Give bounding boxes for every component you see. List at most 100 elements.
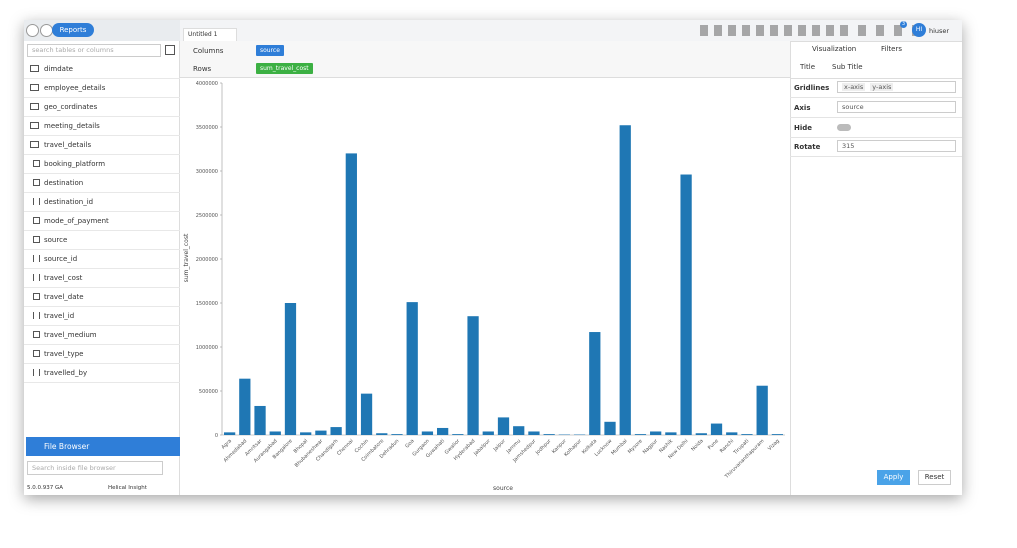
subtitle-tab[interactable]: Sub Title (832, 63, 863, 71)
chip[interactable]: x-axis (842, 83, 866, 91)
table-name: employee_details (44, 84, 106, 92)
chart: sum_travel_cost source 0 500000 1000000 150… (183, 81, 785, 492)
visualization-tab[interactable]: Visualization (812, 45, 857, 53)
x-tick-label: Goa (404, 438, 415, 449)
gridlines-select[interactable]: x-axis y-axis (837, 81, 956, 93)
x-tick-label: Nagpur (642, 438, 660, 456)
y-tick-label: 0 (215, 433, 218, 439)
avatar[interactable]: HI (912, 23, 926, 37)
column-name: travelled_by (44, 369, 88, 377)
x-tick-label: Jabalpur (472, 438, 492, 458)
column-row[interactable]: destination (24, 174, 180, 193)
bar (284, 303, 297, 435)
filters-tab[interactable]: Filters (881, 45, 902, 53)
file-search[interactable]: Search inside file browser (27, 461, 163, 475)
title-tab[interactable]: Title (800, 63, 816, 71)
report-tab[interactable]: Untitled 1 (183, 28, 237, 42)
column-row[interactable]: travel_type (24, 345, 180, 364)
divider (790, 78, 962, 79)
bar (710, 423, 723, 435)
y-tick-label: 500000 (199, 389, 218, 395)
column-icon (33, 217, 40, 224)
bar (376, 433, 388, 435)
user-name[interactable]: hiuser (929, 27, 950, 35)
table-name: dimdate (44, 65, 73, 73)
y-tick-label: 2000000 (196, 257, 218, 263)
grid-toggle[interactable] (165, 45, 175, 55)
bar (254, 405, 266, 435)
x-tick-label: Vizag (767, 438, 781, 452)
x-tick-label: Chennai (336, 438, 355, 457)
hide-label: Hide (794, 124, 813, 132)
bar (741, 434, 753, 435)
bar (452, 434, 464, 435)
table-search[interactable]: search tables or columns (27, 44, 161, 57)
column-row[interactable]: travelled_by (24, 364, 180, 383)
column-row[interactable]: booking_platform (24, 155, 180, 174)
table-row[interactable]: employee_details (24, 79, 180, 98)
axis-label: Axis (794, 104, 811, 112)
brand: Helical Insight (108, 485, 147, 491)
column-row[interactable]: destination_id (24, 193, 180, 212)
hide-toggle[interactable] (837, 124, 851, 131)
bar (467, 316, 479, 435)
table-name: travel_details (44, 141, 92, 149)
column-row[interactable]: mode_of_payment (24, 212, 180, 231)
table-row[interactable]: dimdate (24, 60, 180, 79)
column-row[interactable]: travel_id (24, 307, 180, 326)
y-tick-label: 3500000 (196, 125, 218, 131)
column-name: travel_id (44, 312, 75, 320)
rotate-input[interactable]: 315 (837, 140, 956, 152)
home-button[interactable] (26, 24, 39, 37)
rows-field[interactable]: sum_travel_cost (256, 63, 313, 74)
table-row[interactable]: geo_cordinates (24, 98, 180, 117)
column-row[interactable]: source (24, 231, 180, 250)
table-name: meeting_details (44, 122, 100, 130)
bar (315, 430, 327, 435)
reports-button[interactable]: Reports (52, 23, 94, 37)
bar (269, 431, 281, 435)
column-name: mode_of_payment (44, 217, 109, 225)
column-icon (33, 350, 40, 357)
column-name: travel_medium (44, 331, 97, 339)
column-row[interactable]: travel_medium (24, 326, 180, 345)
column-row[interactable]: travel_cost (24, 269, 180, 288)
help-icons[interactable] (858, 25, 928, 36)
column-icon (33, 293, 40, 300)
column-row[interactable]: travel_date (24, 288, 180, 307)
column-name: travel_date (44, 293, 84, 301)
column-name: destination (44, 179, 84, 187)
column-row[interactable]: source_id (24, 250, 180, 269)
column-icon (33, 369, 40, 376)
bar (680, 174, 692, 435)
y-tick-label: 1500000 (196, 301, 218, 307)
toolbar-icons[interactable] (700, 25, 850, 36)
columns-field[interactable]: source (256, 45, 284, 56)
bar (406, 302, 418, 435)
table-icon (30, 65, 39, 72)
chip[interactable]: y-axis (870, 83, 894, 91)
bar (604, 421, 616, 435)
table-icon (30, 84, 39, 91)
y-tick-label: 4000000 (196, 81, 218, 87)
column-name: booking_platform (44, 160, 106, 168)
bar (589, 332, 601, 435)
file-browser-button[interactable]: File Browser (26, 437, 180, 456)
table-row[interactable]: travel_details (24, 136, 180, 155)
bar (345, 153, 357, 435)
y-tick-label: 1000000 (196, 345, 218, 351)
apply-button[interactable]: Apply (877, 470, 910, 485)
x-tick-label: Kolhapur (563, 438, 584, 459)
x-tick-label: Pune (707, 438, 720, 451)
gridlines-row: Gridlines x-axis y-axis (790, 79, 962, 98)
bar (513, 426, 525, 435)
column-name: source_id (44, 255, 78, 263)
bar (497, 417, 510, 435)
column-icon (33, 274, 40, 281)
bar (360, 393, 373, 435)
table-row[interactable]: meeting_details (24, 117, 180, 136)
column-icon (33, 198, 40, 205)
axis-select[interactable]: source (837, 101, 956, 113)
reset-button[interactable]: Reset (918, 470, 951, 485)
bar (223, 432, 236, 435)
